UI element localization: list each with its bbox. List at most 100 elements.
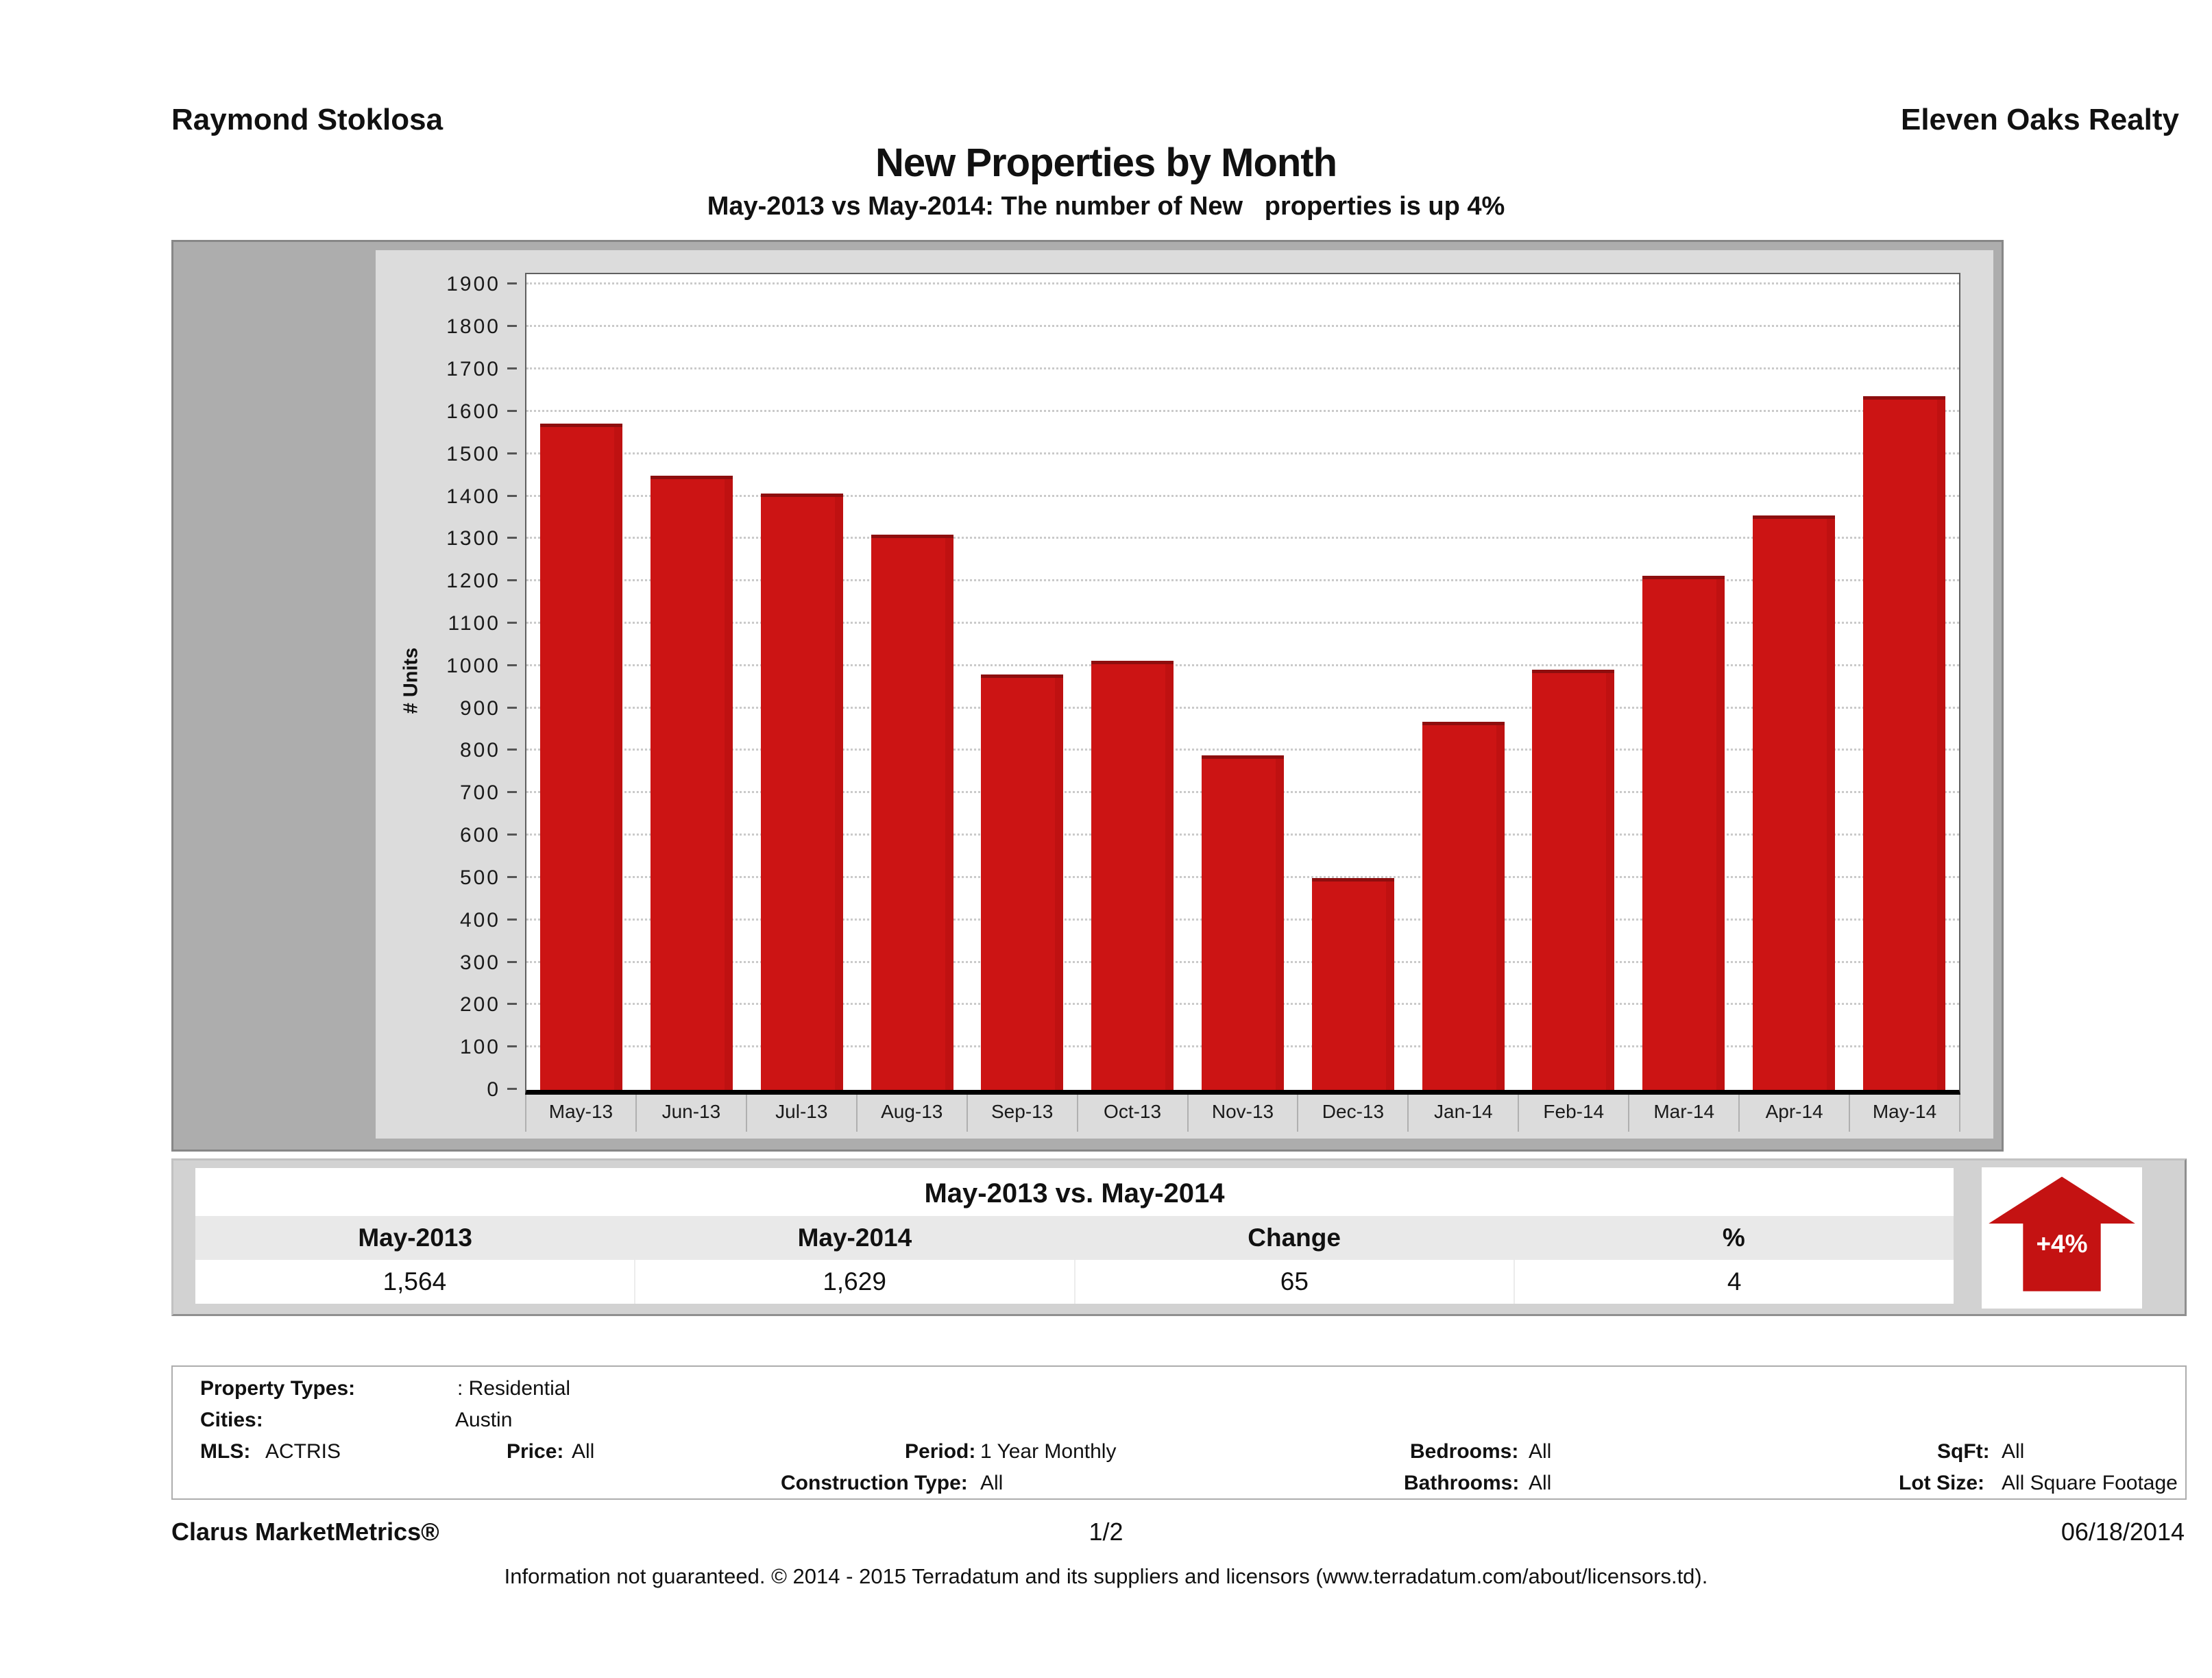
y-tick-mark <box>507 1045 517 1048</box>
plot-area <box>525 273 1960 1095</box>
x-tick-label: Jul-13 <box>745 1095 856 1132</box>
gridline <box>526 664 1959 666</box>
page-subtitle: May-2013 vs May-2014: The number of New … <box>707 192 1505 221</box>
change-badge: +4% <box>1982 1167 2142 1309</box>
property-types-value: : Residential <box>457 1377 571 1400</box>
y-tick-mark <box>507 494 517 497</box>
y-tick-mark <box>507 960 517 963</box>
lot-size-value: All Square Footage <box>2002 1472 2178 1494</box>
period-label: Period: <box>905 1440 976 1463</box>
gridline <box>526 282 1959 285</box>
summary-header-cell: Change <box>1248 1224 1341 1252</box>
bar <box>1202 755 1284 1090</box>
bar <box>1862 396 1945 1090</box>
y-tick-mark <box>507 537 517 539</box>
bar <box>1642 576 1725 1090</box>
y-tick-label: 1800 <box>446 315 500 339</box>
x-tick-label: Mar-14 <box>1628 1095 1738 1132</box>
x-tick-label: Aug-13 <box>855 1095 967 1132</box>
y-tick-label: 600 <box>459 824 500 847</box>
x-axis-labels: May-13 Jun-13 Jul-13 Aug-13 Sep-13 Oct-13 Nov-… <box>525 1095 1960 1132</box>
product-brand: Clarus MarketMetrics® <box>171 1518 439 1546</box>
x-tick-label: Apr-14 <box>1738 1095 1849 1132</box>
cities-label: Cities: <box>200 1409 263 1431</box>
summary-table-title: May-2013 vs. May-2014 <box>924 1178 1225 1208</box>
summary-value-row: 1,564 1,629 65 4 <box>195 1260 1954 1304</box>
summary-value-cell: 4 <box>1514 1260 1954 1304</box>
gridline <box>526 537 1959 539</box>
x-tick-label: Sep-13 <box>966 1095 1077 1132</box>
summary-value-cell: 65 <box>1073 1260 1514 1304</box>
report-date: 06/18/2014 <box>2061 1518 2185 1546</box>
y-tick-mark <box>507 622 517 624</box>
criteria-panel: Property Types: : Residential Cities: Au… <box>171 1365 2187 1500</box>
construction-type-value: All <box>980 1472 1004 1494</box>
x-tick-label: May-13 <box>525 1095 635 1132</box>
chart-panel: # Units 0 100 200 300 400 500 600 700 800 900 1000… <box>376 250 1993 1139</box>
y-tick-label: 300 <box>459 951 500 974</box>
lot-size-label: Lot Size: <box>1899 1472 1984 1494</box>
y-tick-mark <box>507 834 517 836</box>
disclaimer: Information not guaranteed. © 2014 - 201… <box>504 1564 1708 1588</box>
mls-label: MLS: <box>200 1440 251 1463</box>
y-tick-label: 0 <box>487 1078 500 1101</box>
x-tick-label: May-14 <box>1849 1095 1960 1132</box>
period-value: 1 Year Monthly <box>980 1440 1117 1463</box>
page-title: New Properties by Month <box>875 141 1337 185</box>
y-tick-mark <box>507 664 517 666</box>
y-tick-label: 1300 <box>446 527 500 550</box>
sqft-label: SqFt: <box>1937 1440 1990 1463</box>
property-types-label: Property Types: <box>200 1377 356 1400</box>
y-tick-label: 200 <box>459 993 500 1017</box>
y-tick-label: 100 <box>459 1036 500 1059</box>
summary-panel: May-2013 vs. May-2014 May-2013 May-2014 Ch… <box>171 1158 2187 1316</box>
x-tick-label: Feb-14 <box>1518 1095 1628 1132</box>
cities-value: Austin <box>455 1409 513 1431</box>
y-tick-mark <box>507 325 517 328</box>
bar <box>1532 670 1615 1090</box>
mls-value: ACTRIS <box>265 1440 341 1463</box>
y-tick-mark <box>507 918 517 921</box>
bedrooms-value: All <box>1529 1440 1552 1463</box>
y-tick-mark <box>507 875 517 878</box>
chart-frame: # Units 0 100 200 300 400 500 600 700 800 900 1000… <box>171 240 2004 1152</box>
gridline <box>526 367 1959 370</box>
y-tick-mark <box>507 749 517 751</box>
bar <box>1091 660 1174 1090</box>
price-label: Price: <box>507 1440 564 1463</box>
y-tick-mark <box>507 1088 517 1090</box>
bar <box>540 424 623 1090</box>
gridline <box>526 622 1959 624</box>
y-tick-label: 500 <box>459 866 500 889</box>
bar <box>1422 722 1505 1090</box>
y-tick-label: 1900 <box>446 273 500 296</box>
y-tick-mark <box>507 282 517 285</box>
summary-header-cell: % <box>1722 1224 1745 1252</box>
y-tick-mark <box>507 409 517 412</box>
company-name: Eleven Oaks Realty <box>1900 103 2179 136</box>
change-badge-label: +4% <box>2036 1229 2088 1258</box>
summary-value-cell: 1,564 <box>382 1267 447 1296</box>
bathrooms-label: Bathrooms: <box>1404 1472 1520 1494</box>
x-tick-label: Dec-13 <box>1297 1095 1407 1132</box>
gridline <box>526 749 1959 751</box>
y-tick-label: 400 <box>459 908 500 932</box>
bar <box>981 674 1064 1090</box>
bar <box>871 535 953 1090</box>
y-tick-label: 700 <box>459 781 500 805</box>
summary-header-cell: May-2014 <box>797 1224 912 1252</box>
x-tick-label: Jan-14 <box>1407 1095 1518 1132</box>
x-tick-label: Nov-13 <box>1187 1095 1298 1132</box>
y-tick-label: 1200 <box>446 570 500 593</box>
y-tick-mark <box>507 706 517 709</box>
y-tick-mark <box>507 579 517 582</box>
summary-header-cell: May-2013 <box>358 1224 472 1252</box>
gridline <box>526 706 1959 709</box>
summary-header-row: May-2013 May-2014 Change% <box>195 1216 1954 1260</box>
bar <box>1311 878 1394 1090</box>
y-tick-label: 1700 <box>446 358 500 381</box>
agent-name: Raymond Stoklosa <box>171 103 443 136</box>
y-tick-label: 1000 <box>446 654 500 677</box>
page-number: 1/2 <box>1089 1518 1123 1546</box>
